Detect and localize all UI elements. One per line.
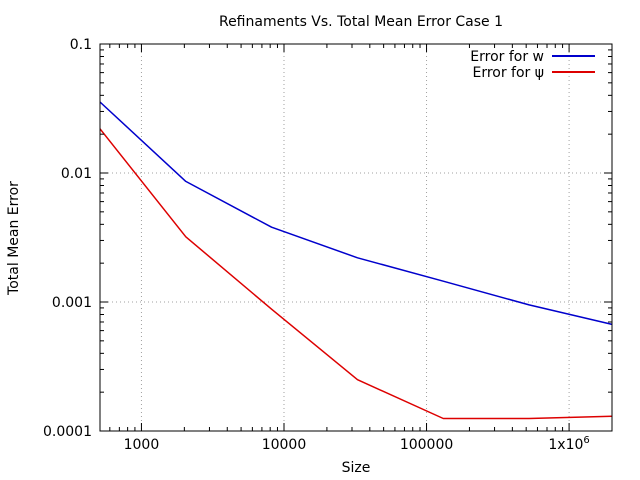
x-tick-label: 1000 — [124, 437, 160, 453]
chart-title: Refinaments Vs. Total Mean Error Case 1 — [219, 14, 503, 30]
x-tick-label-exponent: 6 — [583, 435, 589, 446]
plot-frame — [99, 43, 613, 432]
grid-lines — [100, 43, 612, 432]
x-tick-label: 1x106 — [548, 435, 589, 453]
series-line-1 — [99, 128, 613, 420]
y-tick-label: 0.01 — [61, 166, 92, 182]
y-tick-labels: 0.0001 0.001 0.01 0.1 — [43, 37, 92, 440]
x-tick-label: 100000 — [400, 437, 453, 453]
y-tick-label: 0.001 — [52, 295, 92, 311]
y-tick-label: 0.0001 — [43, 424, 92, 440]
x-tick-labels: 1000 10000 100000 1x106 — [124, 435, 590, 453]
legend-label-psi: Error for ψ — [472, 65, 544, 81]
y-tick-label: 0.1 — [70, 37, 92, 53]
x-tick-label: 10000 — [262, 437, 307, 453]
y-axis-label: Total Mean Error — [6, 181, 22, 296]
legend: Error for w Error for ψ — [470, 49, 595, 81]
series-line-0 — [99, 101, 613, 326]
x-axis-label: Size — [342, 460, 371, 476]
legend-label-w: Error for w — [470, 49, 544, 65]
series-lines — [99, 101, 613, 420]
axis-ticks — [100, 43, 612, 432]
